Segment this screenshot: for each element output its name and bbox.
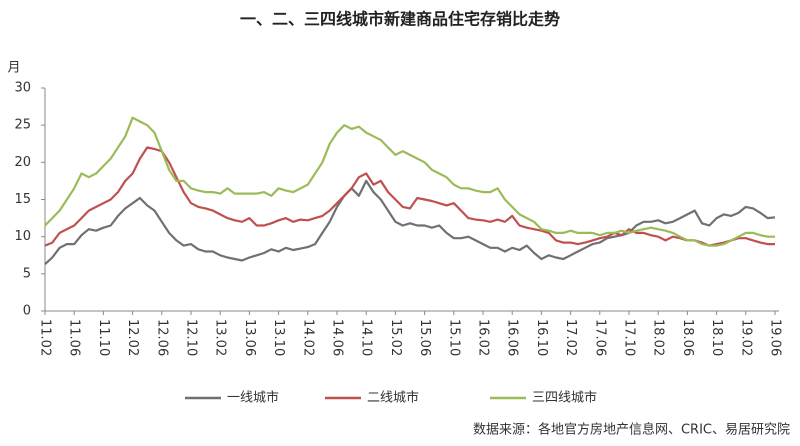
y-tick-label: 30: [14, 81, 31, 96]
series-line: [44, 179, 776, 266]
legend-label: 三四线城市: [532, 390, 597, 406]
y-tick-label: 25: [14, 118, 31, 133]
x-tick-label: 13.06: [242, 319, 257, 356]
y-tick-label: 10: [14, 229, 31, 244]
x-tick-label: 12.06: [154, 319, 169, 356]
x-tick-label: 16.10: [534, 319, 549, 356]
x-tick-label: 16.06: [505, 319, 520, 356]
x-tick-label: 18.10: [709, 319, 724, 356]
y-axis-label: 月: [7, 61, 20, 76]
x-tick-label: 17.06: [592, 319, 607, 356]
x-tick-label: 15.06: [417, 319, 432, 356]
x-tick-label: 11.02: [38, 319, 53, 356]
legend-label: 二线城市: [367, 390, 419, 406]
x-tick-label: 11.06: [67, 319, 82, 356]
x-tick-label: 16.02: [476, 319, 491, 356]
x-tick-label: 14.02: [300, 319, 315, 356]
legend-label: 一线城市: [227, 390, 279, 406]
y-tick-label: 5: [23, 266, 31, 281]
x-tick-label: 12.10: [184, 319, 199, 356]
x-tick-label: 19.02: [738, 319, 753, 356]
x-tick-label: 13.10: [271, 319, 286, 356]
source-note: 数据来源：各地官方房地产信息网、CRIC、易居研究院: [473, 422, 790, 438]
x-tick-label: 19.06: [768, 319, 783, 356]
x-tick-label: 17.02: [563, 319, 578, 356]
x-tick-label: 17.10: [622, 319, 637, 356]
x-tick-label: 18.02: [651, 319, 666, 356]
y-tick-label: 20: [14, 155, 31, 170]
x-tick-label: 11.10: [96, 319, 111, 356]
x-tick-label: 18.06: [680, 319, 695, 356]
y-tick-label: 15: [14, 192, 31, 207]
x-tick-label: 12.02: [125, 319, 140, 356]
series-line: [44, 146, 775, 247]
series-line: [44, 116, 775, 247]
x-tick-label: 15.02: [388, 319, 403, 356]
x-tick-label: 13.02: [213, 319, 228, 356]
y-tick-label: 0: [23, 304, 31, 319]
x-tick-label: 14.10: [359, 319, 374, 356]
x-tick-label: 14.06: [330, 319, 345, 356]
x-tick-label: 15.10: [446, 319, 461, 356]
chart-title: 一、二、三四线城市新建商品住宅存销比走势: [240, 10, 560, 29]
